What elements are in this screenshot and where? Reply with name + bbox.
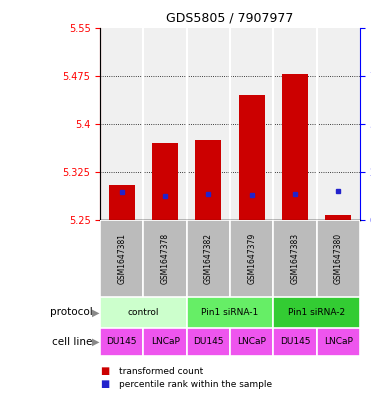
Text: GSM1647382: GSM1647382 (204, 233, 213, 284)
Bar (187, 220, 230, 297)
Bar (196, 140, 221, 220)
Bar (187, 328, 230, 356)
Text: protocol: protocol (50, 307, 93, 318)
Bar (316, 328, 360, 356)
Text: DU145: DU145 (106, 338, 137, 346)
Text: GSM1647383: GSM1647383 (290, 233, 299, 284)
Text: control: control (128, 308, 159, 317)
Bar (273, 297, 360, 328)
Bar (144, 328, 187, 356)
Text: GSM1647378: GSM1647378 (161, 233, 170, 284)
Text: LNCaP: LNCaP (237, 338, 266, 346)
Bar (282, 74, 308, 220)
Text: cell line: cell line (52, 337, 93, 347)
Text: transformed count: transformed count (119, 367, 203, 376)
Text: GSM1647381: GSM1647381 (117, 233, 126, 284)
Text: Pin1 siRNA-2: Pin1 siRNA-2 (288, 308, 345, 317)
Bar (239, 95, 265, 220)
Text: Pin1 siRNA-1: Pin1 siRNA-1 (201, 308, 259, 317)
Bar (187, 297, 273, 328)
Text: DU145: DU145 (193, 338, 224, 346)
Bar (100, 220, 144, 297)
Bar (100, 297, 187, 328)
Text: GSM1647379: GSM1647379 (247, 233, 256, 284)
Bar (316, 220, 360, 297)
Bar (273, 220, 316, 297)
Text: ▶: ▶ (92, 337, 99, 347)
Text: DU145: DU145 (280, 338, 310, 346)
Bar (109, 185, 135, 220)
Text: GSM1647380: GSM1647380 (334, 233, 343, 284)
Bar (325, 215, 351, 220)
Title: GDS5805 / 7907977: GDS5805 / 7907977 (166, 12, 294, 25)
Bar (230, 328, 273, 356)
Text: ▶: ▶ (92, 307, 99, 318)
Bar (144, 220, 187, 297)
Text: ■: ■ (100, 366, 109, 376)
Bar (100, 328, 144, 356)
Bar (230, 220, 273, 297)
Text: percentile rank within the sample: percentile rank within the sample (119, 380, 272, 389)
Bar (273, 328, 316, 356)
Text: LNCaP: LNCaP (151, 338, 180, 346)
Text: ■: ■ (100, 379, 109, 389)
Bar (152, 143, 178, 220)
Text: LNCaP: LNCaP (324, 338, 353, 346)
